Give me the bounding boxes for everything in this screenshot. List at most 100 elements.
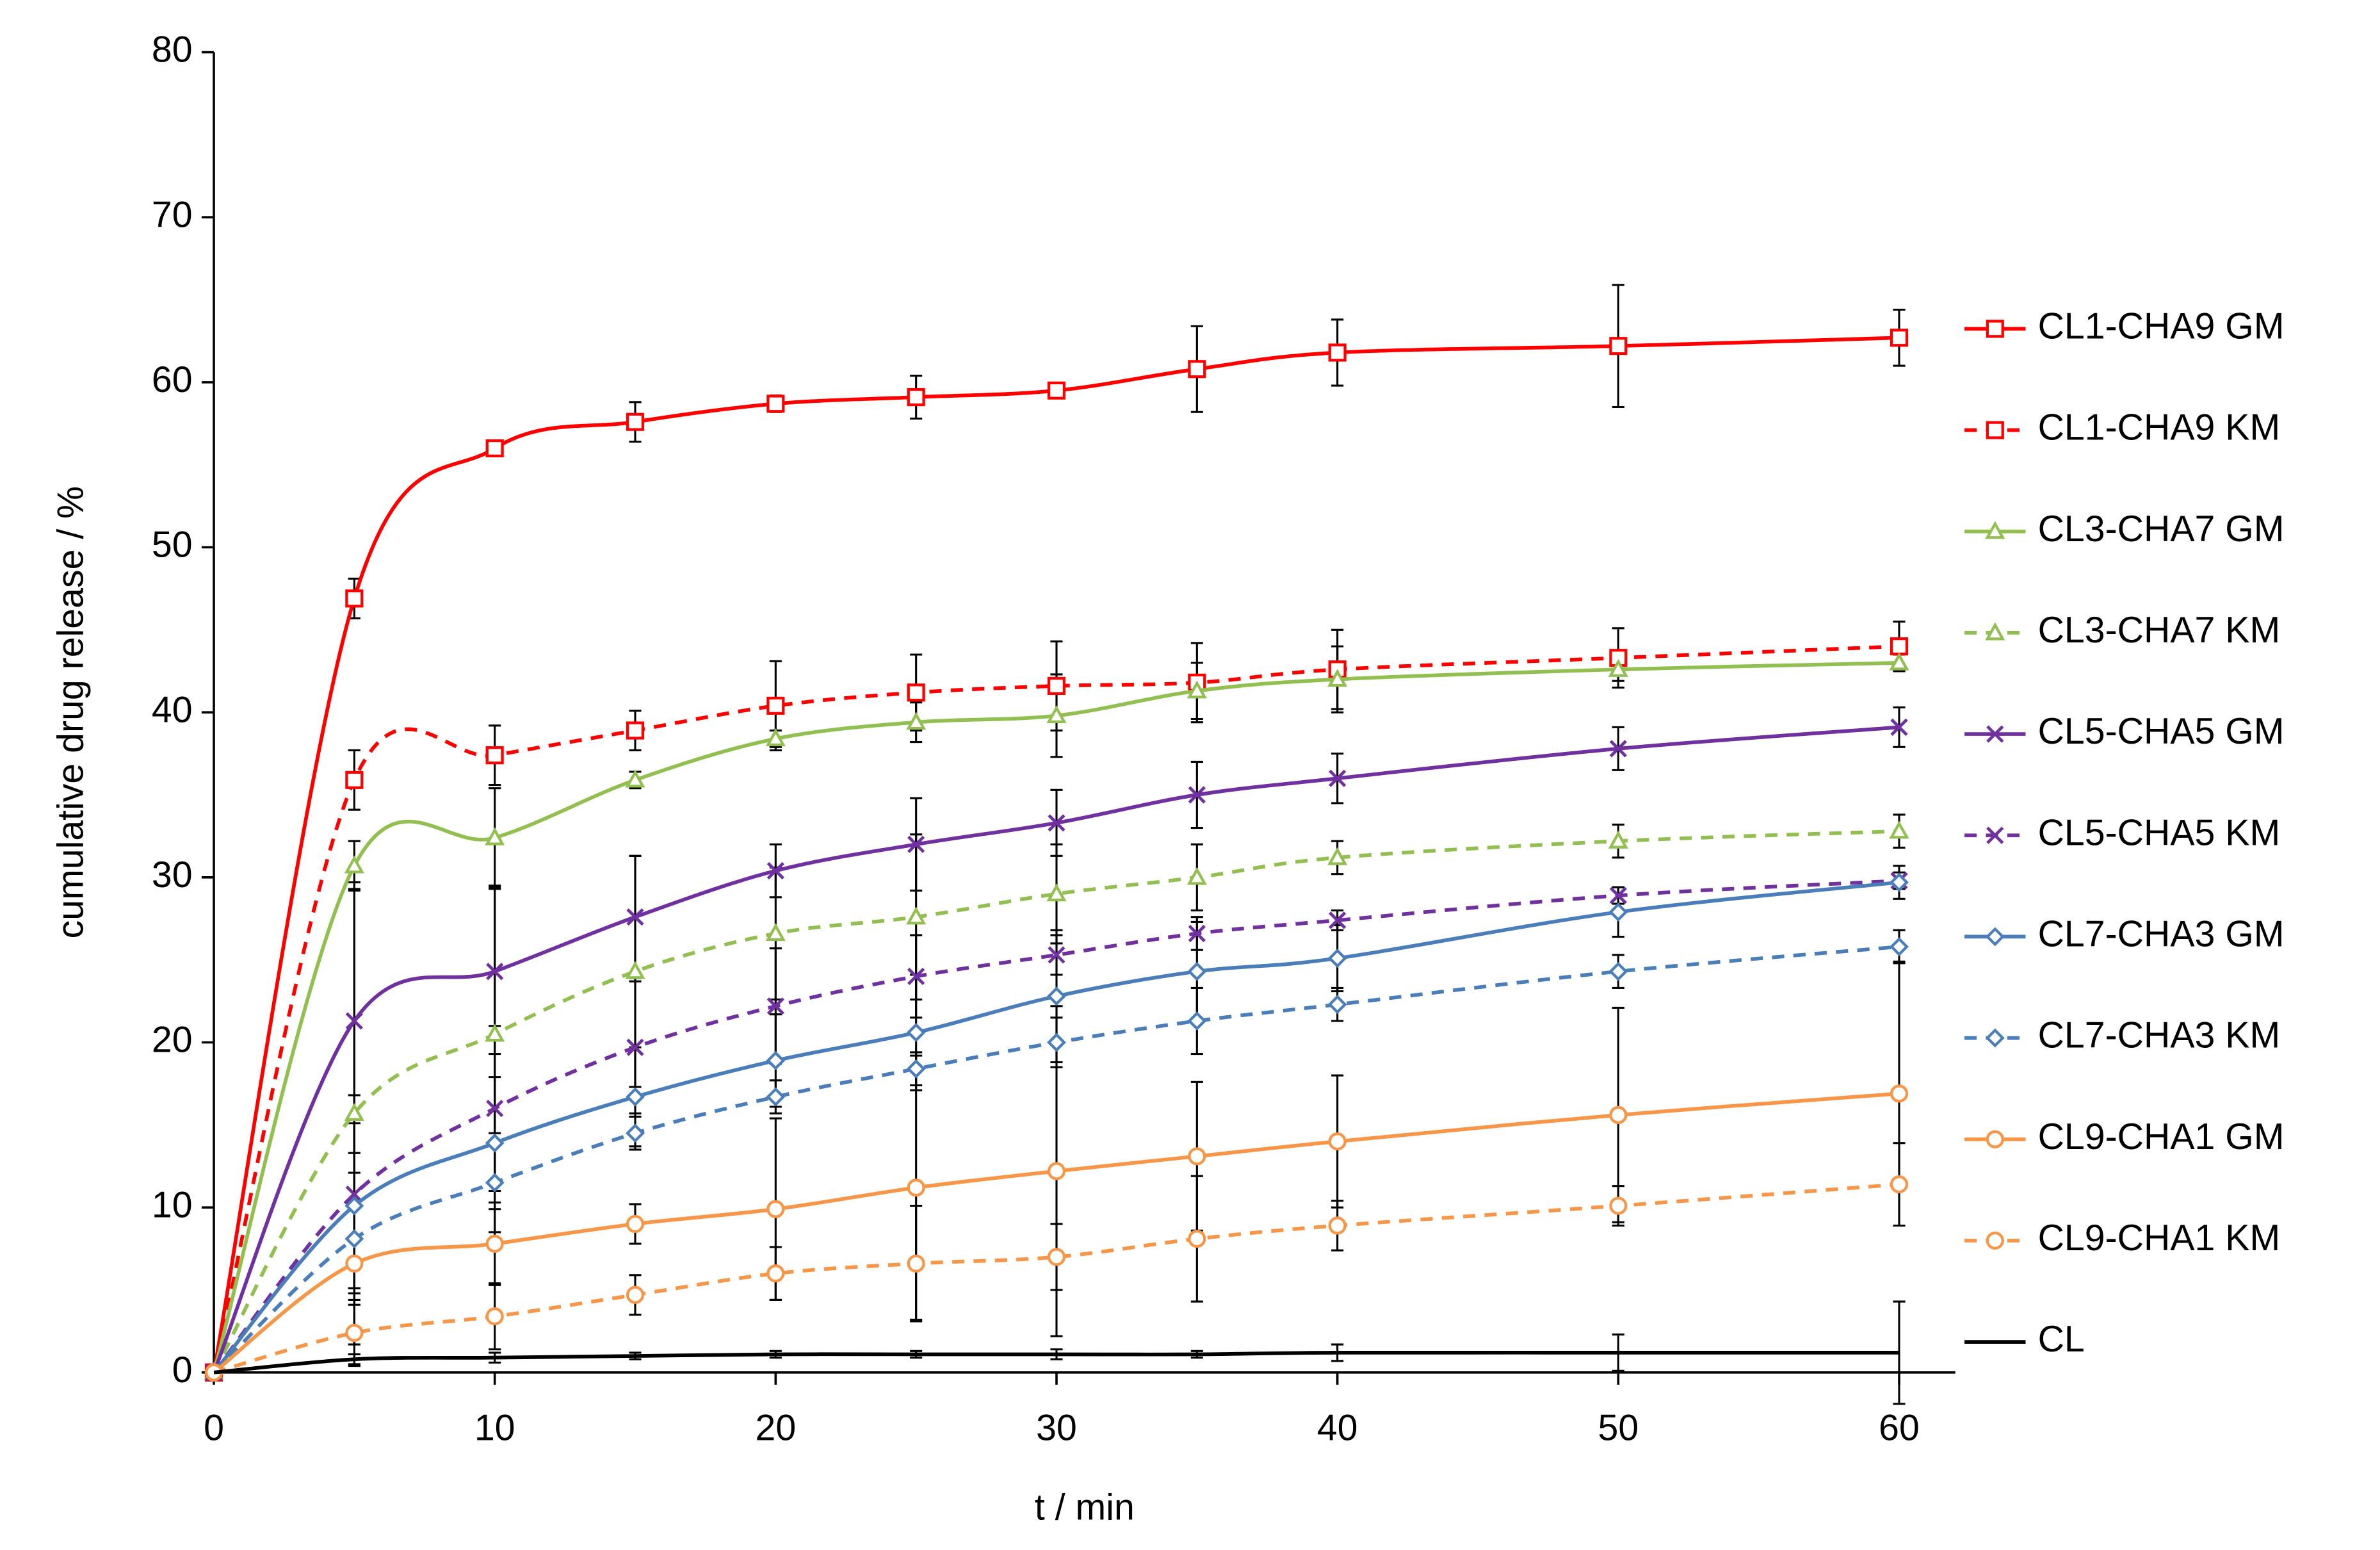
series-line [213,1350,1900,1375]
series-line [213,945,1900,1374]
marker [766,1050,786,1070]
marker [907,967,925,986]
marker [626,1285,645,1304]
marker [485,439,504,458]
marker [345,1323,364,1342]
marker [1329,911,1347,929]
legend-label: CL7-CHA3 GM [2038,914,2285,955]
marker [766,1200,785,1218]
marker [765,728,786,747]
marker [1609,886,1627,904]
marker [1188,924,1206,943]
y-tick-label: 40 [152,689,193,730]
legend-label: CL7-CHA3 KM [2038,1015,2281,1056]
marker [1986,826,2004,844]
marker [1986,320,2004,338]
marker [906,1059,926,1079]
marker [1609,740,1627,758]
marker [906,712,927,730]
marker [1890,937,1909,957]
marker [626,412,645,431]
marker [344,1229,364,1249]
marker [1890,637,1909,656]
marker [485,1133,505,1153]
marker [485,1307,504,1326]
marker [1890,718,1908,736]
marker [1327,949,1347,968]
marker [1890,872,1909,892]
y-axis-title: cumulative drug release / % [51,486,92,938]
marker [1186,680,1207,699]
marker [486,1099,504,1118]
marker [1047,381,1066,400]
x-tick-label: 60 [1879,1408,1920,1449]
y-tick-label: 0 [172,1350,193,1391]
legend-label: CL5-CHA5 KM [2038,812,2281,853]
marker [1327,995,1347,1015]
y-tick-label: 50 [152,525,193,566]
marker [625,769,645,788]
marker [1047,676,1066,696]
marker [345,1012,363,1030]
marker [1890,1175,1909,1194]
marker [485,746,504,765]
marker [1047,1162,1066,1180]
marker [907,835,925,853]
marker [626,1214,645,1234]
y-tick-label: 10 [152,1184,193,1225]
marker [906,906,927,925]
y-tick-label: 70 [152,194,193,235]
y-tick-label: 20 [152,1020,193,1061]
marker [1186,867,1207,885]
marker [1986,421,2004,439]
x-axis-title: t / min [1035,1487,1135,1528]
y-tick-label: 30 [152,854,193,895]
marker [1047,986,1066,1006]
x-tick-label: 20 [756,1408,797,1449]
marker [1889,652,1909,671]
y-tick-label: 80 [152,29,193,70]
x-tick-label: 50 [1598,1408,1639,1449]
marker [1328,1132,1347,1151]
marker [1187,1011,1207,1031]
marker [1986,1231,2004,1250]
marker [1985,521,2005,539]
legend-label: CL9-CHA1 KM [2038,1218,2281,1259]
marker [1986,725,2004,743]
marker [344,1102,364,1121]
marker [1188,786,1206,804]
marker [1188,360,1206,379]
marker [906,1023,926,1043]
marker [1608,658,1628,677]
marker [1188,1147,1206,1166]
legend-label: CL [2038,1319,2085,1360]
marker [345,771,364,789]
marker [1047,1248,1066,1266]
marker [626,908,644,926]
series-line [212,336,1900,1373]
legend-label: CL3-CHA7 GM [2038,509,2285,550]
marker [485,1024,505,1042]
marker [486,963,504,981]
marker [766,696,785,715]
marker [907,683,925,702]
x-tick-label: 30 [1036,1408,1077,1449]
marker [345,1185,363,1203]
marker [766,1087,786,1107]
marker [626,1123,645,1143]
legend-label: CL3-CHA7 KM [2038,610,2281,651]
marker [1609,1196,1628,1215]
marker [1608,902,1628,922]
marker [907,1254,925,1273]
marker [1327,847,1348,865]
legend-label: CL1-CHA9 GM [2038,306,2285,347]
marker [1046,883,1067,902]
legend-label: CL9-CHA1 GM [2038,1116,2285,1157]
marker [907,388,925,407]
series-line [212,661,1900,1373]
marker [1609,1105,1628,1124]
marker [1048,814,1065,832]
marker [1609,337,1628,355]
marker [1047,1032,1066,1052]
